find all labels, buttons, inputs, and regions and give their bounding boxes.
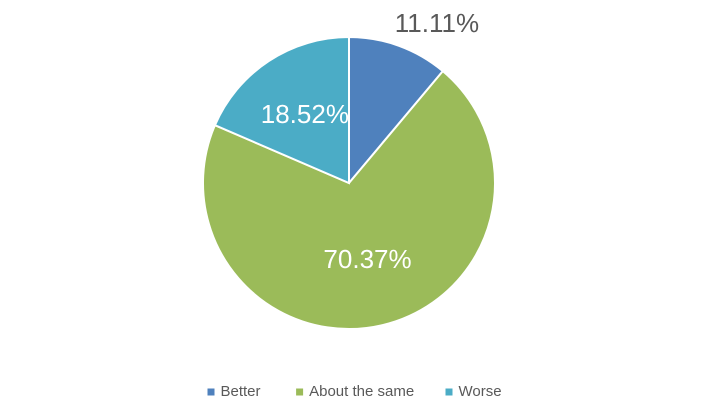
- data-label: 18.52%: [261, 99, 349, 129]
- data-label: 11.11%: [395, 8, 479, 38]
- legend-label: Better: [221, 383, 261, 400]
- pie-slice: [213, 35, 350, 185]
- legend-marker: [207, 388, 215, 396]
- data-label: 70.37%: [323, 244, 411, 274]
- legend-marker: [296, 388, 304, 396]
- pie-slice: [202, 69, 496, 330]
- pie-slice: [348, 35, 445, 186]
- legend-marker: [445, 388, 453, 396]
- legend-label: About the same: [309, 383, 414, 400]
- legend-label: Worse: [459, 383, 502, 400]
